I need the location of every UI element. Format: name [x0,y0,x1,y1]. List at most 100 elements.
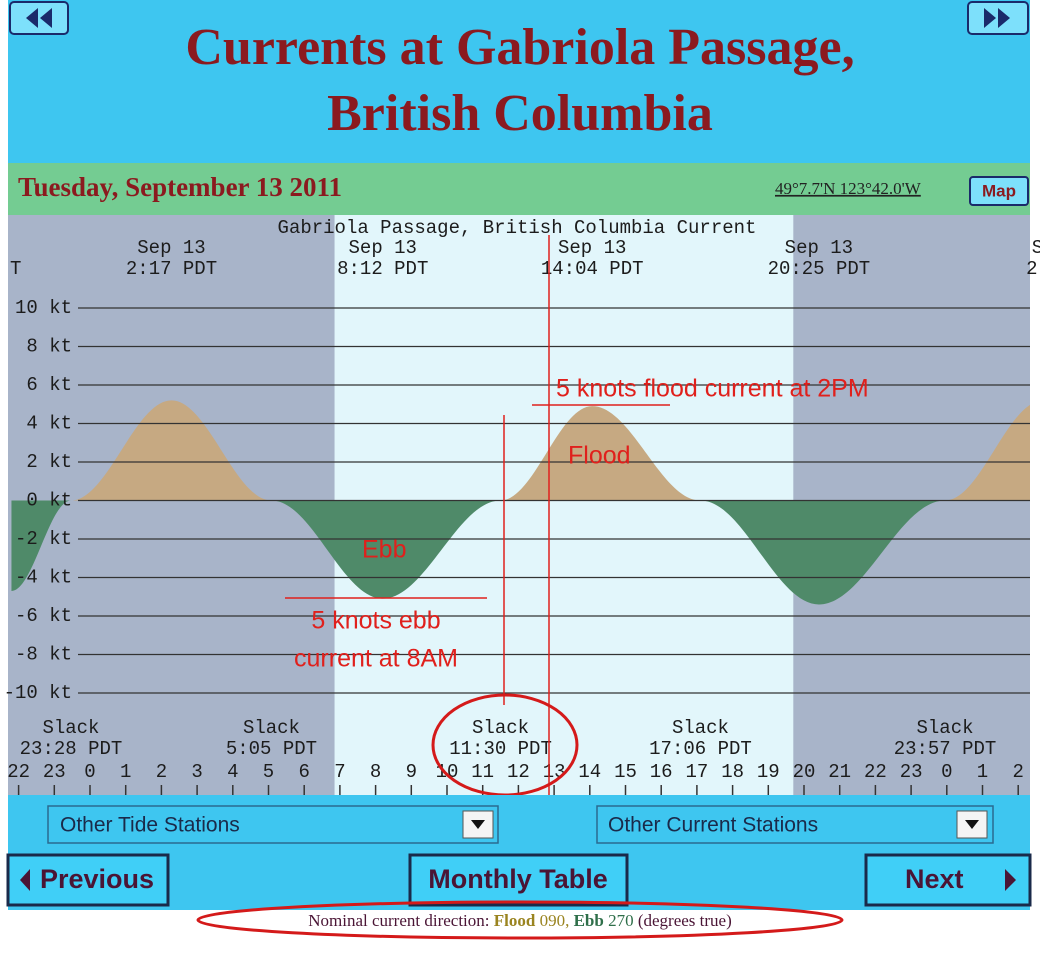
y-tick-label: -10 kt [4,682,72,704]
button-face [9,1,69,35]
tide-station-select[interactable]: Other Tide Stations [47,805,499,844]
icon [26,8,38,28]
x-tick-label: 7 [334,761,345,783]
date: Tuesday, September 13 2011 [18,172,342,202]
x-tick-label: 21 [828,761,851,783]
rewind-button[interactable] [9,1,69,35]
icon [1005,869,1016,891]
icon [998,8,1010,28]
x-tick-label: 6 [298,761,309,783]
y-tick-label: 8 kt [26,336,72,358]
max-current-label: Sep 13 [349,237,417,259]
previous-button[interactable]: Previous [6,853,170,907]
icon [984,8,996,28]
button-face [864,853,1032,907]
y-tick-label: 6 kt [26,374,72,396]
button-face [969,176,1029,206]
note-text: Nominal current direction: [308,911,489,930]
coordinates[interactable]: 49°7.7'N 123°42.0'W [775,179,922,198]
x-tick-label: 11 [471,761,494,783]
highlight-ellipse [196,900,844,940]
edge-label: T [10,258,21,280]
x-tick-label: 9 [406,761,417,783]
direction-note: Nominal current direction: Flood 090, Eb… [308,911,732,930]
page-title: British Columbia [327,85,713,142]
x-tick-label: 12 [507,761,530,783]
x-tick-label: 13 [543,761,566,783]
monthly-table-button[interactable]: Monthly Table [408,853,629,907]
annotations: 5 knots flood current at 2PM Flood Ebb 5… [285,235,869,797]
x-tick-label: 0 [941,761,952,783]
slack-label: Slack [472,717,529,739]
flood-area [11,400,1030,501]
ebb-direction: 270 [608,911,634,930]
button-label: Previous [40,864,154,894]
icon [20,869,30,891]
max-current-label: 2:4 [1026,258,1040,280]
flood-direction: 090, [540,911,570,930]
select-label: Other Current Stations [608,814,818,837]
y-tick-label: 0 kt [26,490,72,512]
y-tick-label: 10 kt [15,297,72,319]
forward-button[interactable] [967,1,1029,35]
note-text: (degrees true) [638,911,732,930]
page-title: Currents at Gabriola Passage, [185,19,854,76]
map-label: Map [982,181,1016,200]
slack-label: 11:30 PDT [449,738,552,760]
x-tick-label: 2 [156,761,167,783]
x-tick-label: 4 [227,761,238,783]
max-current-label: Sep 13 [558,237,626,259]
x-tick-label: 16 [650,761,673,783]
max-current-label: Se [1032,237,1040,259]
x-tick-label: 14 [578,761,601,783]
slack-label: 17:06 PDT [649,738,752,760]
annotation: current at 8AM [294,645,458,673]
y-tick-label: -8 kt [15,644,72,666]
x-tick-label: 2 [1012,761,1023,783]
annotation: 5 knots flood current at 2PM [556,375,869,403]
max-current-label: 20:25 PDT [768,258,871,280]
current-station-select[interactable]: Other Current Stations [596,805,994,844]
select-arrow [471,820,485,829]
button-face [408,853,629,907]
max-current-label: 8:12 PDT [337,258,428,280]
select-arrow [965,820,979,829]
map-button[interactable]: Map [969,176,1029,206]
annotation: 5 knots ebb [311,607,440,635]
slack-label: Slack [672,717,729,739]
select-box [47,805,499,844]
select-label: Other Tide Stations [60,814,240,837]
x-tick-label: 23 [900,761,923,783]
x-tick-label: 3 [191,761,202,783]
max-current-label: 2:17 PDT [126,258,217,280]
ebb-label: Ebb [574,911,604,930]
y-tick-label: -4 kt [15,567,72,589]
ebb-area [11,500,1030,605]
x-tick-label: 22 [864,761,887,783]
x-tick-label: 17 [685,761,708,783]
button-face [6,853,170,907]
x-tick-label: 20 [793,761,816,783]
max-current-label: Sep 13 [785,237,853,259]
annotation: Flood [568,442,631,470]
x-tick-label: 8 [370,761,381,783]
date-bar [8,163,1030,215]
x-tick-label: 23 [43,761,66,783]
chart-title: Gabriola Passage, British Columbia Curre… [278,217,757,239]
y-tick-label: 2 kt [26,451,72,473]
max-current-label: Sep 13 [137,237,205,259]
x-tick-label: 0 [84,761,95,783]
x-tick-label: 1 [120,761,131,783]
next-button[interactable]: Next [864,853,1032,907]
button-label: Next [905,864,964,894]
slack-label: 5:05 PDT [226,738,317,760]
x-tick-label: 5 [263,761,274,783]
annotation: Ebb [362,536,406,564]
flood-label: Flood [494,911,536,930]
x-tick-label: 19 [757,761,780,783]
header-background [8,0,1030,163]
slack-label: Slack [917,717,974,739]
select-box [596,805,994,844]
